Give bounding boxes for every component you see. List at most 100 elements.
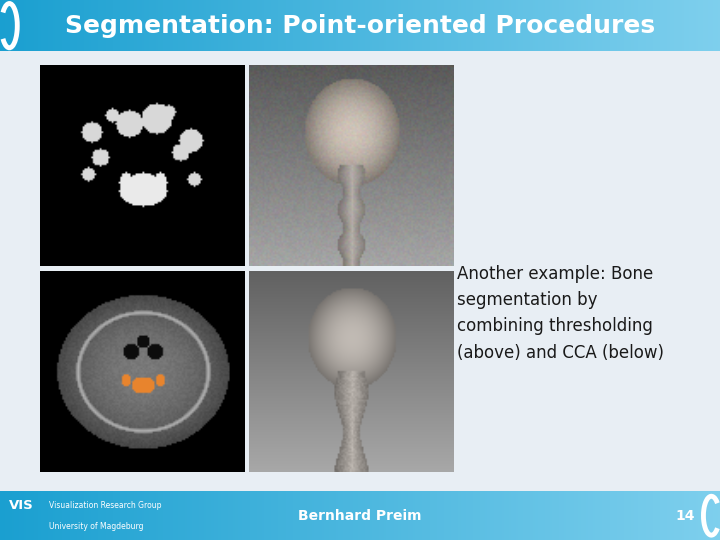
- Bar: [605, 0, 608, 51]
- Bar: [185, 491, 188, 540]
- Bar: [499, 0, 503, 51]
- Bar: [468, 0, 471, 51]
- Bar: [504, 0, 507, 51]
- Bar: [341, 0, 344, 51]
- Bar: [358, 491, 361, 540]
- Bar: [106, 0, 109, 51]
- Bar: [533, 0, 536, 51]
- Bar: [420, 0, 423, 51]
- Bar: [322, 0, 325, 51]
- Bar: [43, 0, 46, 51]
- Bar: [65, 491, 68, 540]
- Bar: [341, 491, 344, 540]
- Bar: [701, 0, 704, 51]
- Bar: [142, 0, 145, 51]
- Bar: [624, 0, 627, 51]
- Bar: [67, 491, 71, 540]
- Bar: [475, 0, 478, 51]
- Bar: [585, 491, 589, 540]
- Bar: [636, 0, 639, 51]
- Bar: [99, 491, 102, 540]
- Bar: [540, 491, 543, 540]
- Bar: [531, 0, 534, 51]
- Bar: [329, 491, 332, 540]
- Bar: [0, 491, 3, 540]
- Bar: [499, 491, 503, 540]
- Bar: [506, 0, 510, 51]
- Bar: [266, 0, 269, 51]
- Bar: [283, 0, 287, 51]
- Bar: [310, 491, 312, 540]
- Bar: [394, 491, 397, 540]
- Bar: [473, 491, 476, 540]
- Bar: [564, 0, 567, 51]
- Bar: [317, 491, 320, 540]
- Bar: [682, 0, 685, 51]
- Bar: [189, 491, 193, 540]
- Bar: [333, 491, 337, 540]
- Bar: [144, 491, 147, 540]
- Bar: [603, 0, 606, 51]
- Bar: [223, 0, 226, 51]
- Bar: [533, 491, 536, 540]
- Bar: [708, 491, 711, 540]
- Bar: [221, 491, 224, 540]
- Bar: [17, 0, 20, 51]
- Bar: [288, 0, 291, 51]
- Bar: [581, 491, 584, 540]
- Bar: [12, 0, 15, 51]
- Bar: [55, 491, 58, 540]
- Bar: [619, 491, 622, 540]
- Bar: [315, 491, 318, 540]
- Bar: [374, 491, 377, 540]
- Bar: [216, 491, 219, 540]
- Bar: [156, 0, 159, 51]
- Bar: [405, 491, 409, 540]
- Text: Segmentation: Point-oriented Procedures: Segmentation: Point-oriented Procedures: [65, 14, 655, 38]
- Bar: [612, 0, 615, 51]
- Bar: [451, 491, 454, 540]
- Bar: [322, 491, 325, 540]
- Bar: [547, 0, 550, 51]
- Bar: [326, 0, 330, 51]
- Bar: [459, 491, 462, 540]
- Bar: [535, 491, 539, 540]
- Bar: [706, 0, 708, 51]
- Bar: [696, 491, 699, 540]
- Bar: [274, 491, 276, 540]
- Bar: [324, 0, 327, 51]
- Bar: [413, 491, 416, 540]
- Bar: [629, 491, 632, 540]
- Bar: [535, 0, 539, 51]
- Bar: [65, 0, 68, 51]
- Bar: [307, 491, 310, 540]
- Bar: [355, 491, 359, 540]
- Bar: [590, 491, 593, 540]
- Bar: [310, 0, 312, 51]
- Bar: [252, 0, 255, 51]
- Bar: [401, 0, 404, 51]
- Bar: [63, 491, 66, 540]
- Bar: [439, 0, 442, 51]
- Bar: [70, 0, 73, 51]
- Bar: [178, 491, 181, 540]
- Bar: [173, 491, 176, 540]
- Bar: [207, 491, 210, 540]
- Bar: [389, 491, 392, 540]
- Bar: [5, 0, 8, 51]
- Bar: [667, 0, 670, 51]
- Bar: [348, 0, 351, 51]
- Bar: [439, 491, 442, 540]
- Bar: [86, 491, 89, 540]
- Bar: [211, 0, 215, 51]
- Bar: [19, 0, 22, 51]
- Bar: [264, 491, 267, 540]
- Text: Another example: Bone
segmentation by
combining thresholding
(above) and CCA (be: Another example: Bone segmentation by co…: [457, 265, 665, 362]
- Bar: [516, 0, 519, 51]
- Bar: [621, 491, 625, 540]
- Bar: [187, 491, 190, 540]
- Bar: [245, 0, 248, 51]
- Bar: [117, 491, 121, 540]
- Bar: [576, 491, 579, 540]
- Bar: [427, 0, 431, 51]
